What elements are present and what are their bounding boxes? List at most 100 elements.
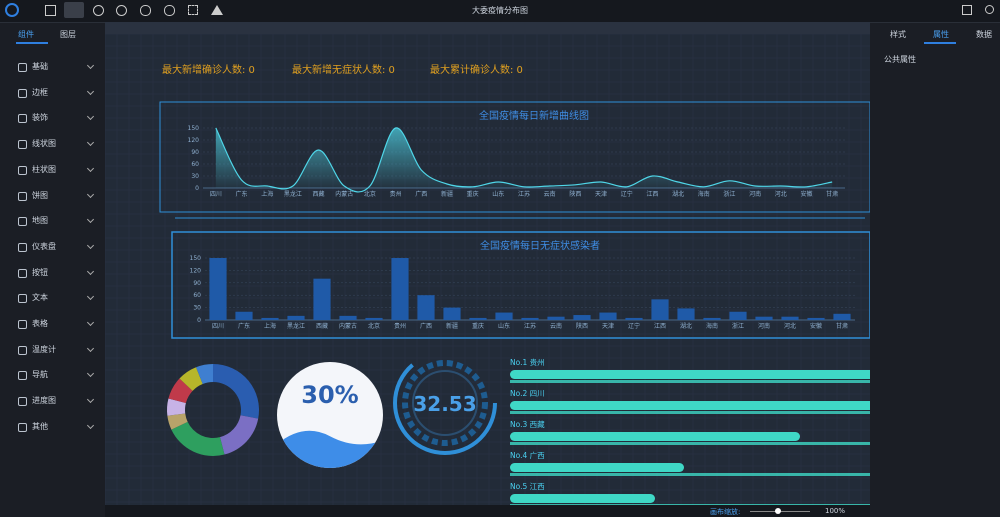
item-icon: [18, 191, 27, 201]
sidebar-item[interactable]: 按钮: [32, 267, 48, 277]
qr-button[interactable]: [962, 5, 972, 15]
x-tick-label: 甘肃: [836, 322, 848, 330]
sidebar-item[interactable]: 基础: [32, 62, 48, 71]
liquid-label: 30%: [301, 381, 358, 409]
page-title: 大委疫情分布图: [472, 6, 528, 15]
sidebar-item[interactable]: 装饰: [32, 113, 48, 123]
import-button[interactable]: [140, 5, 151, 16]
bar: [313, 278, 331, 320]
bar: [443, 307, 461, 320]
rank-label: No.3 西藏: [510, 419, 545, 429]
sidebar-item[interactable]: 表格: [32, 319, 48, 328]
y-tick-label: 90: [191, 149, 199, 156]
zoom-handle[interactable]: [775, 508, 781, 514]
sidebar-item[interactable]: 边框: [32, 87, 48, 97]
rank-bar: [510, 370, 870, 379]
x-tick-label: 上海: [264, 322, 276, 330]
bar: [573, 315, 591, 320]
x-tick-label: 内蒙古: [335, 190, 353, 198]
x-tick-label: 贵州: [394, 322, 406, 330]
bar: [235, 311, 253, 320]
x-tick-label: 黑龙江: [287, 322, 305, 330]
y-tick-label: 120: [188, 137, 200, 144]
y-tick-label: 30: [193, 305, 201, 312]
logo[interactable]: [5, 3, 19, 17]
bar: [729, 311, 747, 320]
item-icon: [18, 88, 27, 98]
toolbar: 大委疫情分布图: [0, 0, 1000, 23]
undo-button[interactable]: [93, 5, 104, 16]
sidebar-item[interactable]: 导航: [32, 370, 48, 380]
item-icon: [18, 114, 27, 124]
sidebar-item[interactable]: 仪表盘: [32, 241, 56, 251]
tab-underline: [924, 42, 956, 44]
bar: [703, 317, 721, 320]
x-tick-label: 北京: [368, 322, 380, 330]
bar: [651, 299, 669, 320]
expand-chevron: [86, 113, 95, 121]
rank-label: No.2 四川: [510, 389, 545, 398]
sidebar-item[interactable]: 饼图: [32, 190, 48, 200]
x-tick-label: 陕西: [569, 190, 581, 198]
fullscreen-button[interactable]: [188, 5, 198, 15]
x-tick-label: 北京: [364, 190, 376, 198]
x-tick-label: 云南: [544, 190, 556, 198]
sidebar-item[interactable]: 地图: [32, 216, 48, 226]
item-icon: [18, 320, 27, 329]
panel-tab[interactable]: 数据: [976, 30, 992, 39]
item-icon: [18, 242, 27, 252]
rank-bar: [510, 494, 655, 503]
expand-chevron: [86, 164, 95, 172]
bar: [807, 317, 825, 320]
y-tick-label: 90: [193, 280, 201, 287]
sidebar-item[interactable]: 文本: [32, 293, 48, 303]
bar: [391, 258, 409, 320]
rank-track: [510, 504, 870, 505]
y-tick-label: 150: [190, 255, 202, 262]
sidebar-item[interactable]: 其他: [32, 421, 48, 431]
bar: [833, 313, 851, 320]
bar: [261, 317, 279, 320]
sidebar-tab[interactable]: 图层: [60, 30, 76, 39]
sidebar-tab[interactable]: 组件: [18, 30, 34, 39]
bar: [209, 258, 227, 320]
pie-slice: [167, 413, 188, 430]
warning-button[interactable]: [211, 5, 223, 15]
panel-tab[interactable]: 样式: [890, 30, 906, 39]
y-tick-label: 120: [190, 267, 202, 274]
gauge-ring: [402, 360, 488, 446]
save-button[interactable]: [45, 5, 56, 16]
redo-button[interactable]: [116, 5, 127, 16]
sidebar-item[interactable]: 柱状图: [32, 164, 56, 174]
x-tick-label: 山东: [492, 190, 504, 198]
x-tick-label: 江西: [646, 191, 658, 198]
preview-button[interactable]: [64, 2, 84, 18]
theme-button[interactable]: [985, 5, 994, 14]
x-tick-label: 广东: [236, 190, 248, 198]
expand-chevron: [86, 344, 95, 352]
sidebar-item[interactable]: 温度计: [32, 344, 56, 354]
sidebar-item[interactable]: 进度图: [32, 396, 56, 406]
chart-title: 全国疫情每日无症状感染者: [480, 239, 600, 252]
zoom-value[interactable]: 100%: [825, 507, 846, 515]
panel-tab[interactable]: 属性: [933, 30, 949, 39]
section-title[interactable]: 公共属性: [884, 55, 916, 64]
x-tick-label: 江苏: [524, 322, 536, 330]
pie-slice: [196, 364, 213, 384]
sidebar-item[interactable]: 线状图: [32, 139, 56, 149]
rank-bar: [510, 463, 684, 472]
x-tick-label: 湖北: [680, 322, 692, 330]
export-button[interactable]: [164, 5, 175, 16]
line: [215, 127, 833, 193]
rank-label: No.1 贵州: [510, 357, 545, 367]
x-tick-label: 安徽: [800, 190, 812, 198]
y-tick-label: 150: [188, 125, 200, 132]
x-tick-label: 江苏: [518, 190, 530, 198]
canvas: 最大新增确诊人数: 0 最大新增无症状人数: 0 最大累计确诊人数: 0 全国疫情每日…: [105, 22, 870, 505]
pie-slice: [171, 421, 225, 457]
x-tick-label: 海南: [706, 322, 718, 330]
x-tick-label: 江西: [654, 323, 666, 330]
expand-chevron: [86, 216, 95, 224]
y-tick-label: 0: [195, 185, 199, 192]
bar: [781, 316, 799, 320]
